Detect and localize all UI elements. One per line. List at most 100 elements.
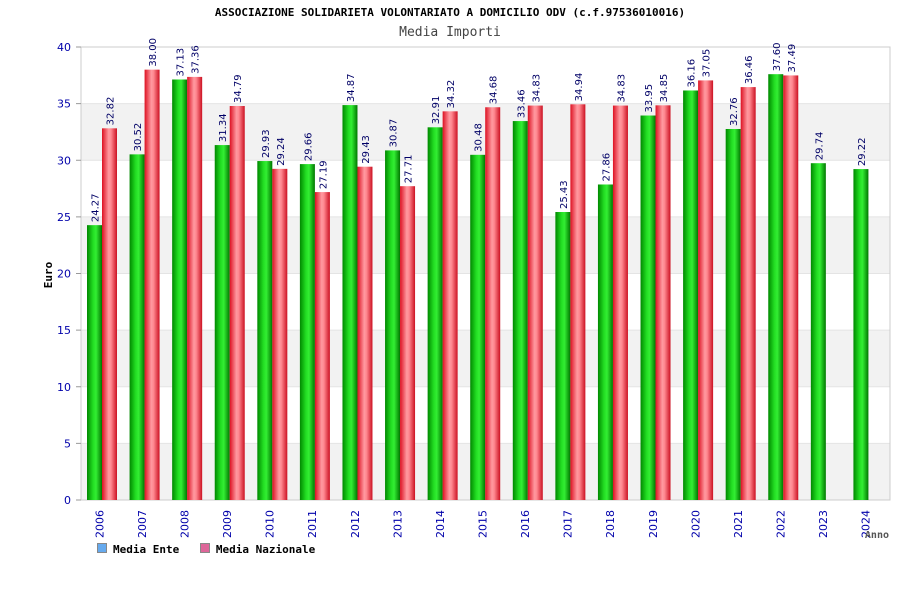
data-label: 24.27 [91, 194, 102, 223]
data-labels: 24.27 32.82 30.52 38.00 37.13 37.36 31.34 34.79… [91, 38, 868, 222]
bar-media-ente [555, 212, 571, 500]
data-label: 33.95 [644, 84, 655, 113]
data-label: 36.16 [687, 59, 698, 88]
legend-swatch-media-ente [97, 543, 107, 553]
data-label: 31.34 [218, 113, 229, 142]
legend-item-media-ente: Media Ente [97, 543, 186, 556]
chart-subtitle: Media Importi [399, 25, 501, 40]
data-label: 32.76 [729, 97, 740, 126]
x-tick-label: 2006 [93, 510, 106, 538]
legend-label-media-ente: Media Ente [113, 543, 180, 556]
bar-media-nazionale [357, 166, 373, 500]
y-tick-label: 5 [64, 437, 71, 450]
x-axis-label: Anno [865, 530, 889, 541]
x-tick-label: 2020 [689, 510, 702, 538]
bar-media-nazionale [102, 128, 117, 500]
bar-media-nazionale [783, 75, 799, 500]
data-label: 27.86 [601, 153, 612, 182]
data-label: 32.82 [106, 97, 117, 126]
data-label: 37.36 [191, 45, 202, 74]
data-label: 33.46 [516, 89, 527, 118]
bar-media-nazionale [187, 76, 203, 500]
bar-media-ente [299, 164, 315, 500]
x-tick-label: 2022 [775, 510, 788, 538]
data-label: 34.32 [446, 80, 457, 109]
bars [87, 69, 869, 501]
bar-media-ente [172, 79, 188, 500]
data-label: 34.68 [489, 76, 500, 105]
bar-media-nazionale [655, 105, 671, 500]
data-label: 34.79 [233, 74, 244, 103]
x-tick-label: 2009 [221, 510, 234, 538]
data-label: 27.71 [404, 155, 415, 184]
x-tick-label: 2011 [306, 510, 319, 538]
bar-media-ente [385, 150, 401, 500]
bar-media-ente [129, 154, 145, 500]
x-tick-label: 2019 [647, 510, 660, 538]
x-tick-label: 2017 [562, 510, 575, 538]
data-label: 30.48 [474, 123, 485, 152]
bar-media-nazionale [527, 105, 543, 501]
data-label: 36.46 [744, 55, 755, 84]
data-label: 34.87 [346, 73, 357, 102]
x-tick-label: 2010 [264, 510, 277, 538]
bar-media-nazionale [272, 168, 288, 500]
legend: Media Ente Media Nazionale [97, 543, 315, 556]
bar-media-nazionale [740, 87, 756, 500]
bar-media-nazionale [314, 192, 330, 501]
x-tick-label: 2015 [477, 510, 490, 538]
x-tick-label: 2016 [519, 510, 532, 538]
bar-media-ente [597, 184, 613, 500]
data-label: 30.87 [389, 119, 400, 148]
data-label: 34.85 [659, 74, 670, 103]
data-label: 34.94 [574, 73, 585, 102]
data-label: 38.00 [148, 38, 159, 67]
bar-media-ente [512, 121, 528, 501]
x-tick-label: 2018 [604, 510, 617, 538]
x-tick-label: 2012 [349, 510, 362, 538]
y-tick-label: 15 [57, 324, 71, 337]
legend-label-media-nazionale: Media Nazionale [215, 543, 316, 556]
chart-title: ASSOCIAZIONE SOLIDARIETA VOLONTARIATO A … [214, 6, 686, 19]
data-label: 34.83 [616, 74, 627, 103]
x-tick-label: 2021 [732, 510, 745, 538]
bar-media-ente [640, 115, 656, 501]
data-label: 37.49 [787, 44, 798, 73]
bar-media-nazionale [698, 80, 714, 500]
data-label: 34.83 [531, 74, 542, 103]
legend-swatch-media-nazionale [199, 543, 210, 553]
y-tick-label: 40 [57, 41, 71, 54]
data-label: 37.60 [772, 43, 783, 72]
data-label: 30.52 [133, 123, 144, 152]
bar-media-ente [683, 90, 699, 500]
data-label: 37.13 [176, 48, 187, 77]
y-axis-label: Euro [42, 261, 55, 288]
bar-media-nazionale [229, 106, 245, 501]
x-tick-label: 2023 [817, 510, 830, 538]
bar-media-ente [768, 74, 784, 501]
bar-media-nazionale [442, 111, 458, 501]
y-tick-label: 0 [64, 494, 71, 507]
bar-media-nazionale [570, 104, 586, 500]
bar-media-ente [342, 105, 358, 500]
y-axis: 0 5 10 15 20 25 30 35 40 [57, 41, 81, 507]
y-tick-label: 25 [57, 211, 71, 224]
bar-media-nazionale [144, 69, 160, 501]
data-label: 32.91 [431, 96, 442, 125]
data-label: 29.22 [857, 137, 868, 166]
data-label: 37.05 [702, 49, 713, 78]
data-label: 25.43 [559, 180, 570, 209]
bar-media-ente [87, 225, 102, 500]
data-label: 29.43 [361, 135, 372, 164]
data-label: 29.93 [261, 129, 272, 158]
y-tick-label: 30 [57, 154, 71, 167]
y-tick-label: 20 [57, 268, 71, 281]
data-label: 29.74 [814, 132, 825, 161]
y-tick-label: 35 [57, 98, 71, 111]
x-tick-label: 2008 [178, 510, 191, 538]
bar-media-ente [853, 169, 869, 500]
data-label: 29.24 [276, 137, 287, 166]
bar-media-ente [214, 145, 230, 500]
bar-media-nazionale [485, 107, 501, 501]
